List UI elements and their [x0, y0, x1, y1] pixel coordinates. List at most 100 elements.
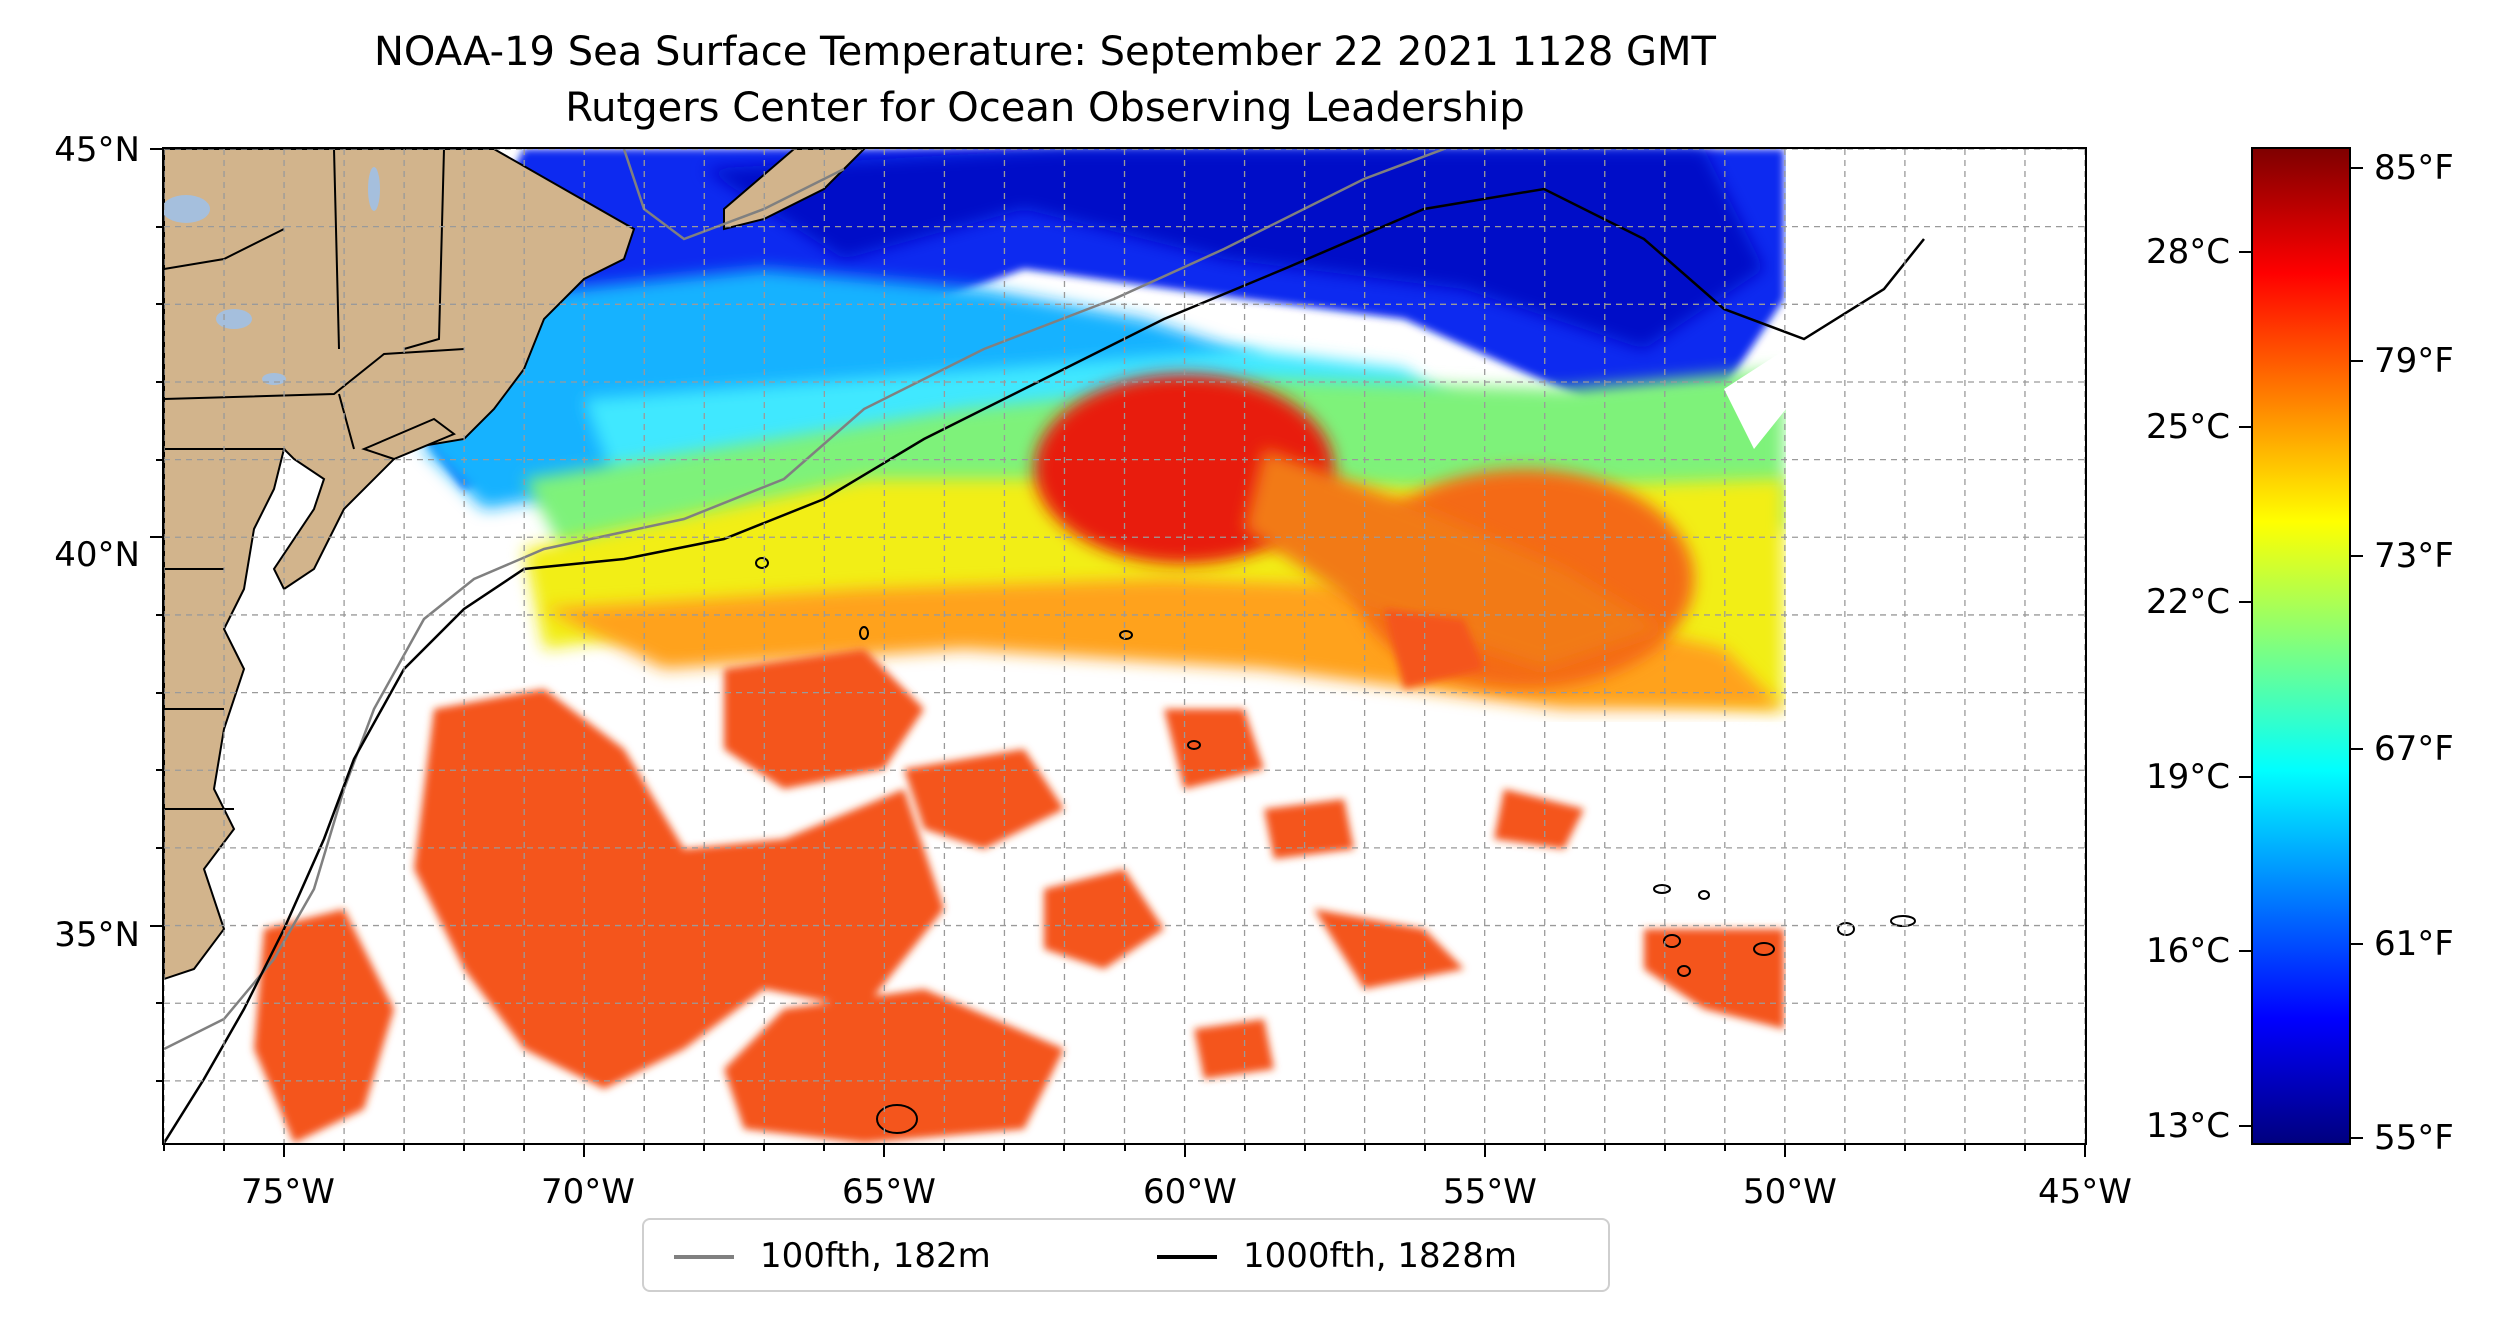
colorbar-tick-f-79: [2349, 360, 2363, 362]
lon-tick-minor: [1723, 1145, 1726, 1151]
lon-tick-label-60: 60°W: [1143, 1172, 1237, 1212]
lon-tick-minor: [823, 1145, 826, 1151]
colorbar-label-c-19: 19°C: [2145, 757, 2230, 797]
lat-tick-minor: [156, 1079, 162, 1082]
sst-warm-patches: [254, 609, 1784, 1143]
lon-tick-major: [883, 1145, 886, 1157]
colorbar-label-f-73: 73°F: [2374, 536, 2454, 576]
colorbar-tick-f-85: [2349, 167, 2363, 169]
lat-tick-minor: [156, 846, 162, 849]
lon-tick-minor: [1003, 1145, 1006, 1151]
lon-tick-label-70: 70°W: [541, 1172, 635, 1212]
chart-title: NOAA-19 Sea Surface Temperature: Septemb…: [374, 29, 1716, 75]
colorbar-label-f-55: 55°F: [2374, 1118, 2454, 1158]
lon-tick-minor: [523, 1145, 526, 1151]
no-data-east: [1786, 149, 2085, 1143]
lon-tick-major: [1483, 1145, 1486, 1157]
lon-tick-minor: [1363, 1145, 1366, 1151]
lon-tick-major: [2084, 1145, 2086, 1157]
lon-tick-minor: [943, 1145, 946, 1151]
lon-tick-minor: [1843, 1145, 1846, 1151]
lon-tick-minor: [1063, 1145, 1066, 1151]
colorbar-tick-c-16: [2239, 950, 2253, 952]
lon-tick-minor: [163, 1145, 165, 1151]
seamount-contours: [755, 557, 1916, 1134]
lon-tick-label-65: 65°W: [842, 1172, 936, 1212]
lon-tick-minor: [1303, 1145, 1306, 1151]
lat-tick-minor: [156, 613, 162, 616]
lon-tick-major: [583, 1145, 586, 1157]
colorbar-tick-f-55: [2349, 1137, 2363, 1139]
lon-tick-minor: [2023, 1145, 2026, 1151]
colorbar-tick-c-25: [2239, 426, 2253, 428]
legend-swatch-1000fth: [1157, 1255, 1217, 1259]
lat-tick-label-40: 40°N: [54, 535, 140, 575]
lon-tick-label-55: 55°W: [1443, 1172, 1537, 1212]
lon-tick-minor: [703, 1145, 706, 1151]
lat-tick-minor: [156, 691, 162, 694]
lat-tick-minor: [156, 1002, 162, 1005]
colorbar-tick-c-13: [2239, 1125, 2253, 1127]
lon-tick-minor: [463, 1145, 466, 1151]
legend-label-100fth: 100fth, 182m: [760, 1236, 991, 1276]
lon-tick-minor: [1603, 1145, 1606, 1151]
colorbar-label-f-85: 85°F: [2374, 148, 2454, 188]
lon-tick-label-75: 75°W: [241, 1172, 335, 1212]
lon-tick-label-50: 50°W: [1743, 1172, 1837, 1212]
lat-tick-major: [150, 924, 162, 927]
lat-tick-minor: [156, 225, 162, 228]
lon-tick-minor: [1963, 1145, 1966, 1151]
colorbar-tick-c-22: [2239, 601, 2253, 603]
sst-field: [404, 149, 1784, 709]
colorbar-tick-f-73: [2349, 555, 2363, 557]
lon-tick-minor: [1123, 1145, 1126, 1151]
sst-cold-deep: [704, 149, 1764, 349]
land-long-island: [361, 417, 456, 461]
colorbar-label-c-22: 22°C: [2145, 582, 2230, 622]
colorbar: [2251, 147, 2351, 1145]
sst-eddy-tail: [1244, 449, 1664, 669]
colorbar-label-c-16: 16°C: [2145, 931, 2230, 971]
lat-tick-label-45: 45°N: [54, 130, 140, 170]
lon-tick-major: [1183, 1145, 1186, 1157]
colorbar-label-c-28: 28°C: [2145, 232, 2230, 272]
colorbar-label-f-79: 79°F: [2374, 341, 2454, 381]
lat-tick-minor: [156, 769, 162, 772]
lat-tick-major: [150, 148, 162, 150]
no-data-east-scallop: [1724, 349, 1786, 449]
lon-tick-minor: [1243, 1145, 1246, 1151]
lon-tick-minor: [1903, 1145, 1906, 1151]
chart-subtitle: Rutgers Center for Ocean Observing Leade…: [565, 85, 1525, 131]
colorbar-tick-c-19: [2239, 776, 2253, 778]
lon-tick-minor: [1423, 1145, 1426, 1151]
lon-tick-minor: [1543, 1145, 1546, 1151]
lon-tick-minor: [643, 1145, 646, 1151]
legend-label-1000fth: 1000fth, 1828m: [1243, 1236, 1518, 1276]
colorbar-tick-c-28: [2239, 251, 2253, 253]
lakes: [164, 167, 380, 385]
lon-tick-label-45: 45°W: [2038, 1172, 2132, 1212]
lon-tick-minor: [403, 1145, 406, 1151]
colorbar-label-c-13: 13°C: [2145, 1106, 2230, 1146]
legend-swatch-100fth: [674, 1255, 734, 1259]
isobath-100fth: [164, 149, 1445, 1051]
lat-tick-minor: [156, 380, 162, 383]
lon-tick-minor: [1663, 1145, 1666, 1151]
lat-tick-minor: [156, 303, 162, 306]
gridlines: [164, 149, 2085, 1143]
sst-map[interactable]: [162, 147, 2087, 1145]
colorbar-tick-f-61: [2349, 943, 2363, 945]
colorbar-tick-f-67: [2349, 748, 2363, 750]
lat-tick-label-35: 35°N: [54, 915, 140, 955]
lon-tick-minor: [343, 1145, 346, 1151]
lon-tick-minor: [763, 1145, 766, 1151]
sst-map-svg: [164, 149, 2085, 1143]
lon-tick-minor: [223, 1145, 226, 1151]
lon-tick-major: [283, 1145, 286, 1157]
lat-tick-major: [150, 536, 162, 539]
lon-tick-major: [1783, 1145, 1786, 1157]
colorbar-label-c-25: 25°C: [2145, 407, 2230, 447]
lat-tick-minor: [156, 458, 162, 461]
colorbar-label-f-61: 61°F: [2374, 924, 2454, 964]
legend: 100fth, 182m 1000fth, 1828m: [642, 1218, 1610, 1292]
